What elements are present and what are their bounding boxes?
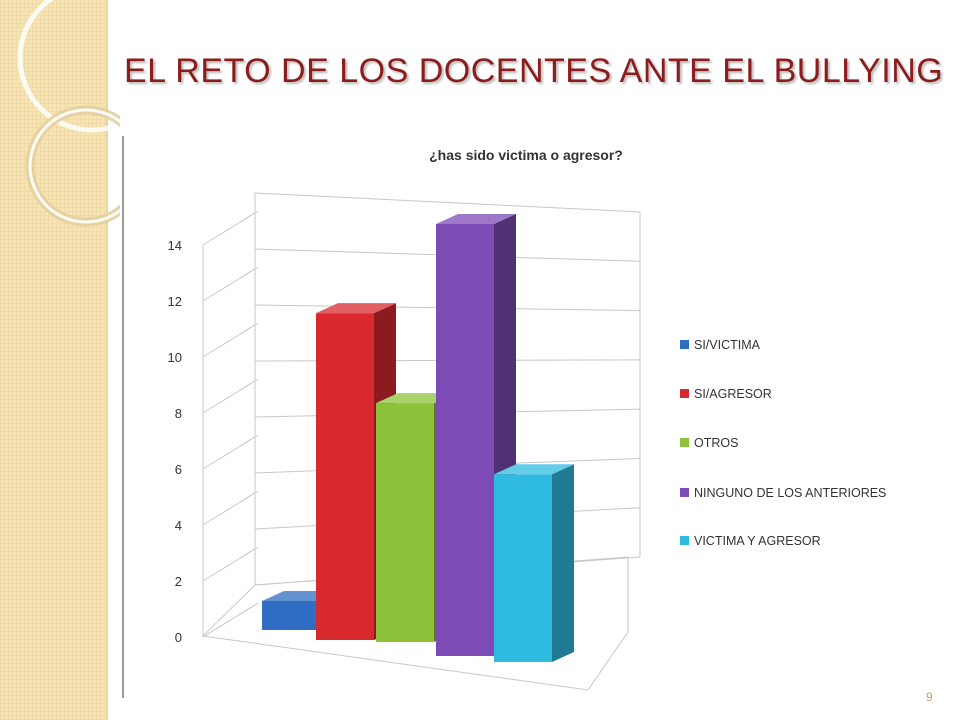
legend-item: VICTIMA Y AGRESOR: [680, 534, 821, 548]
bar-side-face: [552, 464, 574, 662]
legend-item: SI/VICTIMA: [680, 338, 761, 352]
legend-label: OTROS: [694, 436, 738, 450]
legend-label: SI/AGRESOR: [694, 387, 772, 401]
y-tick-label: 0: [175, 630, 182, 645]
bar-front-face: [376, 403, 434, 642]
side-band-divider: [106, 0, 108, 720]
bar-top-face: [494, 464, 574, 475]
legend-swatch: [680, 488, 689, 497]
bar-front-face: [494, 474, 552, 662]
y-tick-label: 14: [168, 238, 182, 253]
gridline-side: [202, 378, 259, 414]
gridline: [254, 192, 641, 213]
decorative-circles: [17, 0, 120, 227]
gridline-side: [202, 266, 259, 302]
chart-frame-edge: [122, 136, 124, 698]
slide-number: 9: [926, 690, 933, 704]
y-tick-label: 10: [168, 350, 182, 365]
legend-swatch: [680, 536, 689, 545]
legend-item: OTROS: [680, 436, 738, 450]
y-tick-label: 12: [168, 294, 182, 309]
gridline-side: [202, 602, 259, 638]
gridline-side: [202, 434, 259, 470]
bar-top-face: [436, 214, 516, 224]
gridline-side: [202, 490, 259, 526]
bar-front-face: [436, 224, 494, 656]
chart-legend: SI/VICTIMA SI/AGRESOR OTROS NINGUNO DE LOS …: [680, 338, 886, 548]
legend-swatch: [680, 389, 689, 398]
chart-side-wall: [188, 213, 203, 636]
gridline-side: [202, 546, 259, 582]
y-tick-label: 8: [175, 406, 182, 421]
legend-label: NINGUNO DE LOS ANTERIORES: [694, 486, 886, 500]
chart-title: ¿has sido victima o agresor?: [429, 147, 623, 163]
chart-floor: [201, 556, 629, 691]
bar-5: [494, 464, 574, 662]
y-tick-label: 4: [175, 518, 182, 533]
bar-front-face: [316, 313, 374, 640]
legend-label: VICTIMA Y AGRESOR: [694, 534, 821, 548]
chart-bars: [262, 214, 574, 662]
gridline-side: [202, 322, 259, 358]
legend-label: SI/VICTIMA: [694, 338, 761, 352]
y-axis-ticks: 0 2 4 6 8 10 12 14: [168, 238, 182, 645]
y-tick-label: 6: [175, 462, 182, 477]
bar-front-face: [262, 601, 320, 630]
gridline-side: [202, 210, 259, 246]
slide-title: EL RETO DE LOS DOCENTES ANTE EL BULLYING: [124, 52, 944, 90]
bar-top-face: [316, 303, 396, 314]
y-tick-label: 2: [175, 574, 182, 589]
legend-item: NINGUNO DE LOS ANTERIORES: [680, 486, 886, 500]
legend-swatch: [680, 340, 689, 349]
legend-swatch: [680, 438, 689, 447]
legend-item: SI/AGRESOR: [680, 387, 772, 401]
